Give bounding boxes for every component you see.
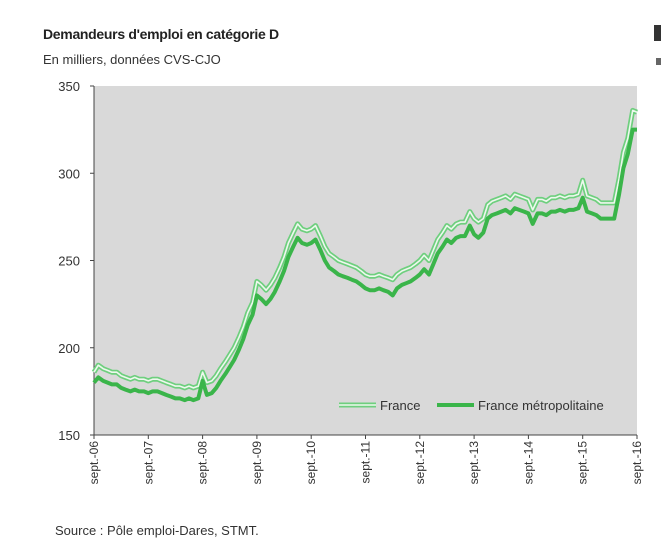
x-tick-label: sept.-10 (304, 441, 318, 485)
x-tick-label: sept.-14 (521, 441, 535, 485)
chart-subtitle: En milliers, données CVS-CJO (43, 52, 221, 67)
plot-area (94, 86, 637, 435)
x-tick-label: sept.-08 (196, 441, 210, 485)
x-axis-ticks: sept.-06 sept.-07 sept.-08 sept.-09 sept.-10… (87, 435, 644, 484)
chart-title: Demandeurs d'emploi en catégorie D (43, 26, 279, 42)
series-line-france-inner (93, 109, 638, 389)
legend: France France métropolitaine (339, 398, 604, 413)
legend-item-france-metropolitaine: France métropolitaine (437, 398, 604, 413)
series-line-france-metropolitaine (92, 127, 637, 403)
x-tick-label: sept.-09 (250, 441, 264, 485)
cropped-next-title-fragment (654, 25, 661, 41)
x-tick-label: sept.-16 (630, 441, 644, 485)
y-tick-label: 300 (58, 166, 80, 181)
legend-item-france: France (339, 398, 420, 413)
source-note: Source : Pôle emploi-Dares, STMT. (55, 523, 259, 538)
series-layer (91, 107, 638, 403)
x-tick-label: sept.-11 (359, 441, 373, 484)
x-tick-label: sept.-12 (413, 441, 427, 485)
x-tick-label: sept.-07 (141, 441, 155, 485)
y-tick-label: 250 (58, 254, 80, 269)
x-tick-label: sept.-13 (467, 441, 481, 485)
cropped-next-subtitle-fragment (656, 58, 661, 65)
y-tick-label: 150 (58, 428, 80, 443)
x-tick-label: sept.-15 (576, 441, 590, 485)
x-tick-label: sept.-06 (87, 441, 101, 485)
y-axis-ticks: 150 200 250 300 350 (58, 79, 94, 443)
y-tick-label: 350 (58, 79, 80, 94)
legend-label-france-metropolitaine: France métropolitaine (478, 398, 604, 413)
legend-label-france: France (380, 398, 420, 413)
y-tick-label: 200 (58, 341, 80, 356)
